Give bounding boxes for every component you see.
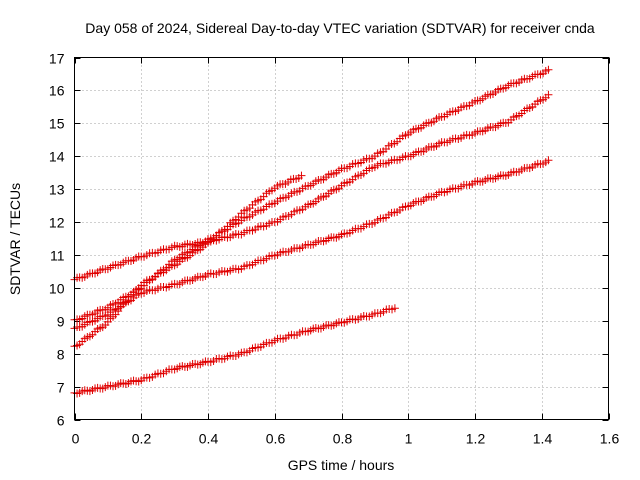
y-axis-label: SDTVAR / TECUs [7, 183, 23, 295]
y-tick-label: 17 [49, 51, 65, 67]
data-point [297, 171, 306, 180]
x-tick-label: 1.4 [533, 431, 553, 447]
series-5 [70, 304, 399, 398]
series-4 [70, 171, 306, 351]
x-tick-label: 0.4 [199, 431, 219, 447]
axis-ticks: 0 0.2 0.4 0.6 0.8 1 1.2 1.4 1.6 6 7 8 9 10 11 12 13 14 15 1… [49, 51, 620, 447]
data-point [114, 307, 123, 316]
chart-title: Day 058 of 2024, Sidereal Day-to-day VTE… [85, 20, 595, 36]
data-marks [70, 65, 553, 398]
x-axis-label: GPS time / hours [288, 457, 395, 473]
y-tick-label: 6 [57, 413, 65, 429]
series-1 [70, 90, 553, 284]
data-point [390, 304, 399, 313]
data-point [544, 65, 553, 74]
y-tick-label: 14 [49, 149, 65, 165]
y-tick-label: 11 [50, 248, 65, 264]
y-tick-label: 16 [49, 83, 65, 99]
plot-frame [74, 57, 609, 420]
data-point [544, 90, 553, 99]
x-tick-label: 1.2 [466, 431, 486, 447]
grid [74, 57, 609, 420]
y-tick-label: 7 [57, 380, 65, 396]
x-tick-label: 0 [72, 431, 80, 447]
y-tick-label: 10 [49, 281, 65, 297]
series-3 [70, 65, 553, 324]
y-tick-label: 12 [49, 215, 65, 231]
y-tick-label: 13 [49, 182, 65, 198]
y-tick-label: 15 [49, 116, 65, 132]
x-tick-label: 0.6 [266, 431, 286, 447]
y-tick-label: 8 [57, 347, 65, 363]
x-tick-label: 1.6 [600, 431, 620, 447]
x-tick-label: 0.2 [132, 431, 152, 447]
series-2 [70, 156, 553, 333]
x-tick-label: 1 [405, 431, 413, 447]
x-tick-label: 0.8 [333, 431, 353, 447]
data-point [544, 156, 553, 165]
y-tick-label: 9 [57, 314, 65, 330]
